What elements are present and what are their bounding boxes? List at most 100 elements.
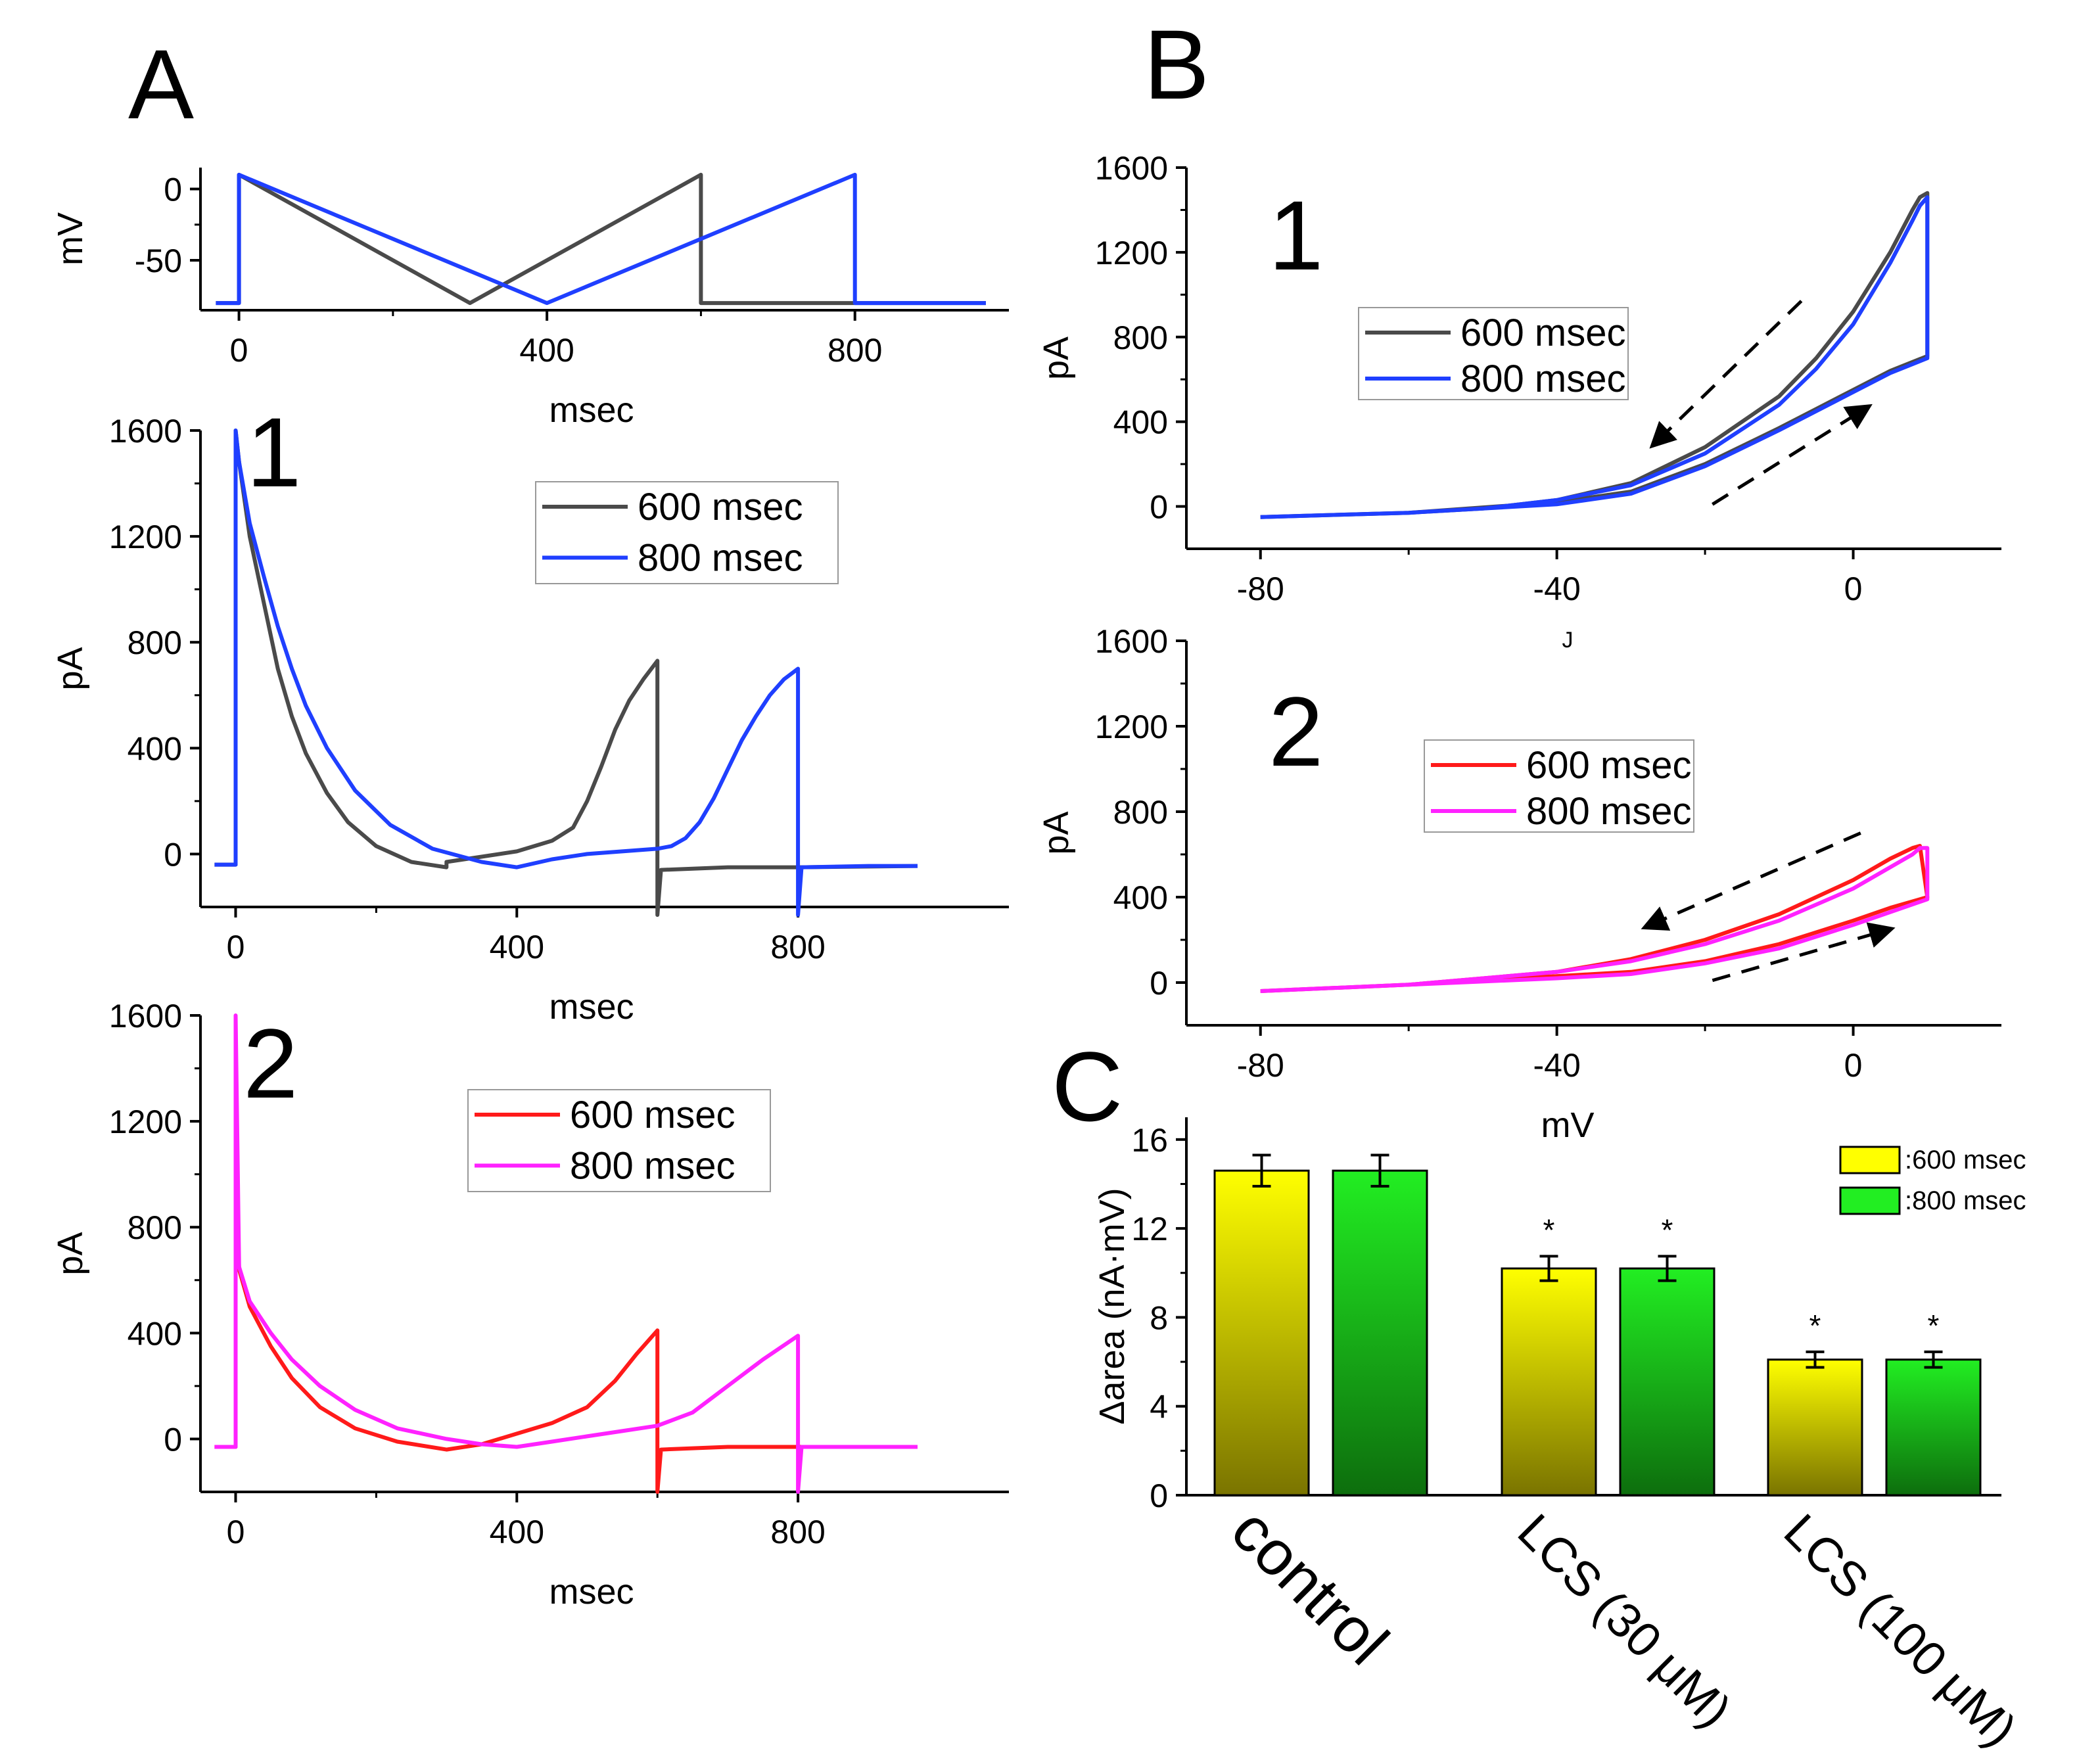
bar <box>1332 1169 1428 1497</box>
y-tick-label: 16 <box>1131 1122 1168 1159</box>
bar <box>1501 1267 1597 1497</box>
x-axis-label: msec <box>549 1572 634 1612</box>
legend-label: 800 msec <box>570 1145 735 1188</box>
y-tick-label: 0 <box>1150 1477 1168 1514</box>
y-tick-label: 0 <box>164 1421 182 1458</box>
category-label: LCS (100 μM) <box>1774 1504 2027 1757</box>
arrow-increasing <box>1712 404 1873 506</box>
series-line-0 <box>216 172 986 306</box>
y-tick-label: 400 <box>128 1315 182 1352</box>
y-tick-label: 400 <box>128 730 182 767</box>
legend-box <box>1424 739 1694 833</box>
series-line-1 <box>214 1013 918 1494</box>
arrow-decreasing <box>1649 300 1803 449</box>
y-axis-label: pA <box>1037 337 1076 380</box>
category-label: LCS (30 μM) <box>1508 1504 1742 1738</box>
y-tick-label: 1200 <box>1095 708 1168 745</box>
y-tick-label: 1600 <box>109 413 182 450</box>
y-tick-label: 4 <box>1150 1389 1168 1426</box>
arrow-decreasing <box>1641 831 1861 931</box>
y-tick-label: 1600 <box>1095 150 1168 187</box>
series-line-0 <box>214 1172 918 1494</box>
series-line-0 <box>1260 844 1930 993</box>
subpanel-number: 1 <box>1269 180 1323 290</box>
legend-label: 600 msec <box>638 486 803 528</box>
x-tick-label: 800 <box>828 332 882 369</box>
x-tick-label: -40 <box>1533 1047 1581 1084</box>
subpanel-number: 2 <box>243 1008 298 1119</box>
category-label: control <box>1218 1495 1401 1678</box>
y-tick-label: 0 <box>164 836 182 873</box>
legend-label: 600 msec <box>1526 744 1691 787</box>
y-tick-label: 12 <box>1131 1211 1168 1247</box>
y-tick-label: 0 <box>1150 965 1168 1002</box>
x-axis-label: msec <box>549 390 634 430</box>
series-line-1 <box>214 429 918 917</box>
panel-letter-a: A <box>128 29 194 139</box>
y-tick-label: 1200 <box>109 1103 182 1140</box>
bar <box>1767 1358 1863 1497</box>
y-tick-label: 800 <box>128 624 182 661</box>
x-tick-label: 0 <box>1844 1047 1863 1084</box>
significance-marker: * <box>1928 1309 1940 1343</box>
arrow-increasing <box>1712 922 1896 983</box>
legend-label: :600 msec <box>1905 1146 2026 1174</box>
x-tick-label: 800 <box>770 1514 825 1550</box>
y-tick-label: 1600 <box>1095 623 1168 660</box>
y-tick-label: 1200 <box>1095 235 1168 271</box>
x-tick-label: -40 <box>1533 570 1581 607</box>
x-axis-label: msec <box>549 987 634 1027</box>
legend-label: 800 msec <box>1460 358 1625 400</box>
legend-swatch <box>1839 1146 1901 1174</box>
significance-marker: * <box>1543 1213 1555 1247</box>
x-tick-label: 0 <box>227 1514 245 1550</box>
x-tick-label: 0 <box>227 929 245 965</box>
y-tick-label: 400 <box>1113 879 1168 916</box>
x-tick-label: 0 <box>1844 570 1863 607</box>
panel-letter-b: B <box>1144 9 1209 120</box>
significance-marker: * <box>1809 1309 1821 1343</box>
bar <box>1619 1267 1715 1497</box>
x-tick-label: -80 <box>1237 570 1284 607</box>
y-tick-label: 800 <box>1113 319 1168 356</box>
legend-swatch <box>1839 1186 1901 1215</box>
y-tick-label: 0 <box>1150 489 1168 526</box>
x-tick-label: 400 <box>490 929 544 965</box>
subpanel-number: 2 <box>1269 676 1323 787</box>
legend-label: 600 msec <box>570 1094 735 1136</box>
y-tick-label: 1600 <box>109 998 182 1034</box>
y-tick-label: 800 <box>128 1209 182 1246</box>
y-tick-label: -50 <box>135 243 182 279</box>
chart-a-1: 0 400 800 1200 1600 0 400 800 msec pA 1 600 msec 800… <box>51 397 1009 1027</box>
series-line-1 <box>216 172 986 306</box>
y-tick-label: 0 <box>164 172 182 208</box>
y-axis-label: pA <box>1037 811 1076 854</box>
y-tick-label: 400 <box>1113 404 1168 441</box>
significance-marker: * <box>1662 1213 1673 1247</box>
y-tick-label: 8 <box>1150 1299 1168 1336</box>
legend-label: 600 msec <box>1460 312 1625 354</box>
chart-a-top: 0 -50 0 400 800 msec mV <box>51 168 1009 430</box>
y-axis-label: Δarea (nA·mV) <box>1092 1188 1132 1424</box>
bar <box>1885 1358 1982 1497</box>
legend-box <box>1358 307 1629 400</box>
panel-letter-c: C <box>1052 1031 1123 1142</box>
legend-label: 800 msec <box>1526 790 1691 833</box>
x-axis-label: J <box>1562 628 1574 653</box>
bar <box>1213 1169 1310 1497</box>
x-tick-label: 800 <box>770 929 825 965</box>
y-axis-label: mV <box>51 212 90 266</box>
series-line-1 <box>1260 846 1930 993</box>
x-tick-label: 0 <box>230 332 248 369</box>
y-tick-label: 800 <box>1113 794 1168 831</box>
x-tick-label: -80 <box>1237 1047 1284 1084</box>
y-axis-label: pA <box>51 1232 90 1275</box>
chart-c: 0 4 8 12 16 Δarea (nA·mV) control * * LCS (30 μM)… <box>1092 1117 2027 1757</box>
legend-box <box>535 481 839 584</box>
legend-box <box>467 1089 771 1192</box>
series-line-0 <box>214 429 918 917</box>
x-tick-label: 400 <box>490 1514 544 1550</box>
